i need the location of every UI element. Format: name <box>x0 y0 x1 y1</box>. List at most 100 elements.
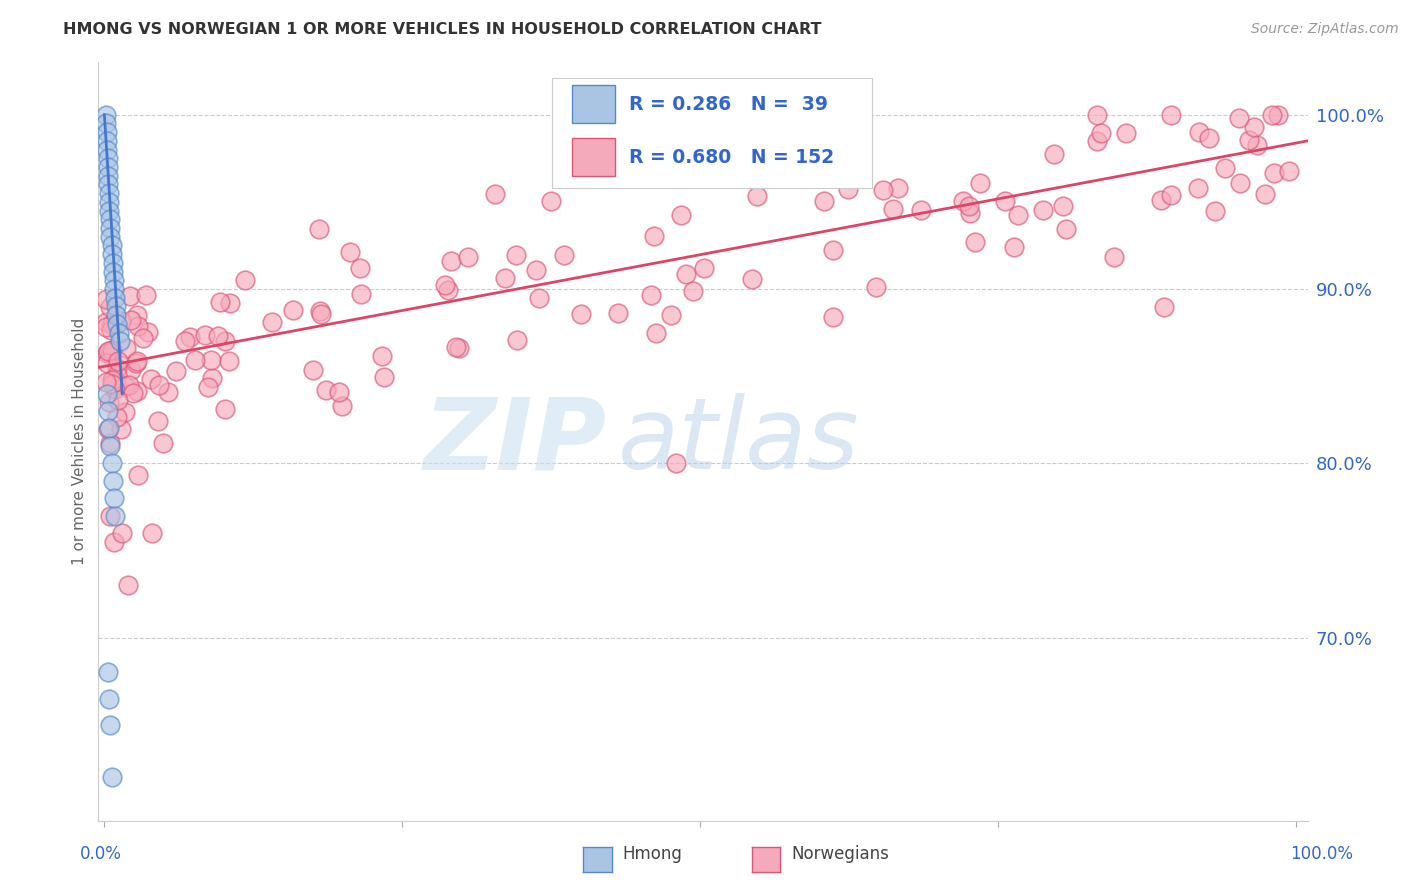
Point <box>1115 126 1137 140</box>
Point <box>741 272 763 286</box>
Point <box>640 288 662 302</box>
Point <box>100 323 122 337</box>
Point <box>959 206 981 220</box>
Point <box>1263 166 1285 180</box>
Point <box>103 282 125 296</box>
Point <box>98 439 121 453</box>
Point <box>1237 133 1260 147</box>
Point <box>173 334 195 348</box>
Point <box>745 189 768 203</box>
Point <box>693 260 716 275</box>
Point <box>101 264 124 278</box>
Point <box>105 410 128 425</box>
Point <box>100 770 122 784</box>
Point <box>505 248 527 262</box>
Point <box>101 256 124 270</box>
Point <box>101 474 124 488</box>
Point <box>98 508 121 523</box>
Point <box>302 363 325 377</box>
Point <box>218 296 240 310</box>
Point <box>94 116 117 130</box>
Point <box>1278 163 1301 178</box>
Point <box>1243 120 1265 134</box>
Point <box>969 176 991 190</box>
Point <box>97 160 120 174</box>
Point <box>125 354 148 368</box>
Point <box>138 326 160 340</box>
Text: HMONG VS NORWEGIAN 1 OR MORE VEHICLES IN HOUSEHOLD CORRELATION CHART: HMONG VS NORWEGIAN 1 OR MORE VEHICLES IN… <box>63 22 821 37</box>
Text: R = 0.680   N = 152: R = 0.680 N = 152 <box>630 148 834 167</box>
FancyBboxPatch shape <box>572 138 614 177</box>
Point <box>98 421 121 435</box>
Point <box>821 243 844 257</box>
Point <box>200 353 222 368</box>
Point <box>105 308 128 322</box>
Point <box>1198 131 1220 145</box>
Point <box>1246 138 1268 153</box>
Point <box>127 468 149 483</box>
Point <box>120 363 142 377</box>
Point <box>1102 250 1125 264</box>
Point <box>100 344 122 359</box>
Point <box>484 186 506 201</box>
Point <box>100 456 122 470</box>
Point <box>1267 108 1289 122</box>
Point <box>104 508 127 523</box>
Point <box>94 108 117 122</box>
Point <box>157 384 180 399</box>
Point <box>96 143 118 157</box>
Point <box>96 356 118 370</box>
Point <box>98 203 121 218</box>
Point <box>540 194 562 209</box>
Point <box>910 203 932 218</box>
Point <box>370 349 392 363</box>
Point <box>606 306 628 320</box>
Point <box>872 183 894 197</box>
Point <box>1007 208 1029 222</box>
Point <box>94 315 117 329</box>
Point <box>1188 125 1211 139</box>
Point <box>721 164 744 178</box>
Point <box>97 665 120 680</box>
Point <box>1150 193 1173 207</box>
Point <box>125 356 148 370</box>
Point <box>97 178 120 192</box>
Point <box>1213 161 1236 175</box>
Point <box>1227 111 1250 125</box>
Point <box>281 303 304 318</box>
Point <box>643 228 665 243</box>
Point <box>107 353 129 368</box>
Point <box>110 313 132 327</box>
Point <box>98 301 121 315</box>
Point <box>569 307 592 321</box>
Point <box>675 267 697 281</box>
Point <box>758 133 780 147</box>
Point <box>682 284 704 298</box>
Point <box>837 182 859 196</box>
Text: Norwegians: Norwegians <box>792 846 890 863</box>
Point <box>494 270 516 285</box>
Point <box>994 194 1017 208</box>
Point <box>98 718 121 732</box>
Point <box>152 435 174 450</box>
Point <box>233 273 256 287</box>
Point <box>120 313 142 327</box>
Point <box>103 491 125 506</box>
Text: 0.0%: 0.0% <box>80 846 122 863</box>
Point <box>865 280 887 294</box>
Point <box>214 402 236 417</box>
Point <box>114 379 136 393</box>
Point <box>107 326 129 340</box>
Point <box>965 235 987 249</box>
Point <box>94 320 117 334</box>
Point <box>117 578 139 592</box>
Point <box>100 373 122 387</box>
Point <box>882 202 904 217</box>
Point <box>194 328 217 343</box>
Point <box>127 384 149 398</box>
Point <box>98 229 121 244</box>
Point <box>813 194 835 208</box>
Point <box>97 421 120 435</box>
Point <box>101 377 124 392</box>
Point <box>98 212 121 227</box>
